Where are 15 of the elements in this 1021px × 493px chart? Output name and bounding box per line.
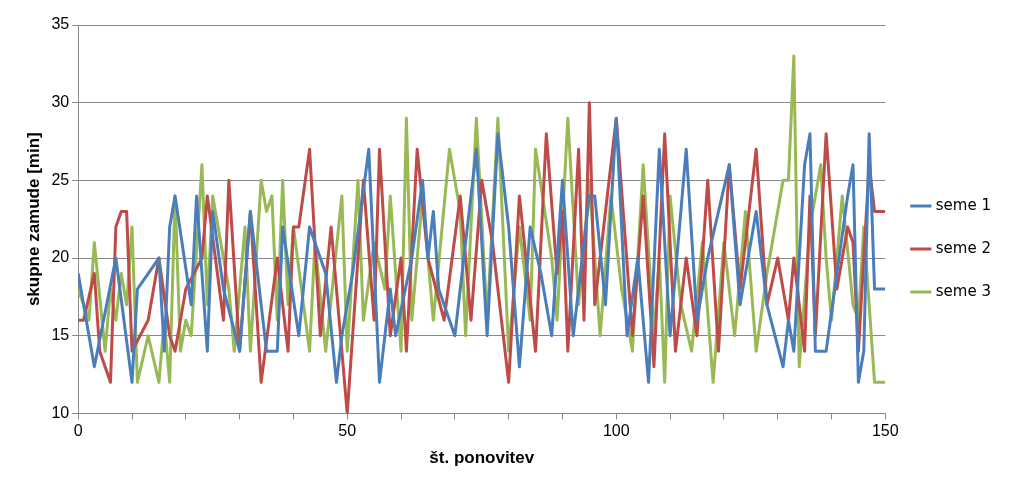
- x-axis-title: št. ponovitev: [429, 448, 535, 468]
- y-tick-label: 20: [51, 248, 70, 266]
- y-tick-label: 10: [51, 403, 70, 421]
- y-tick-label: 30: [51, 93, 70, 111]
- x-tick-label: 0: [73, 422, 83, 440]
- y-tick-label: 35: [51, 15, 70, 33]
- legend-label: seme 2: [935, 238, 992, 257]
- x-tick-label: 50: [338, 422, 357, 440]
- y-axis-title: skupne zamude [min]: [23, 132, 43, 307]
- x-tick-label: 150: [871, 422, 899, 440]
- y-tick-label: 15: [51, 326, 70, 344]
- legend-label: seme 3: [935, 281, 992, 300]
- y-tick-label: 25: [51, 170, 70, 188]
- x-tick-label: 100: [602, 422, 630, 440]
- legend-label: seme 1: [935, 195, 992, 214]
